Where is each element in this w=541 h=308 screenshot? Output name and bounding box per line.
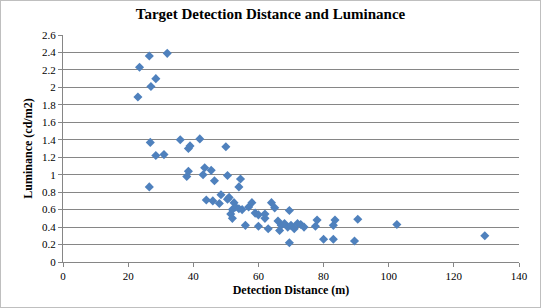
svg-text:Target Detection Distance and: Target Detection Distance and Luminance bbox=[136, 6, 406, 22]
svg-text:Luminance (cd/m2): Luminance (cd/m2) bbox=[21, 98, 35, 198]
svg-text:100: 100 bbox=[380, 270, 397, 282]
svg-text:140: 140 bbox=[511, 270, 528, 282]
svg-text:80: 80 bbox=[318, 270, 330, 282]
svg-text:0: 0 bbox=[60, 270, 66, 282]
svg-text:1: 1 bbox=[50, 169, 56, 181]
svg-text:1.2: 1.2 bbox=[42, 151, 56, 163]
svg-text:20: 20 bbox=[123, 270, 135, 282]
svg-text:0.8: 0.8 bbox=[42, 186, 56, 198]
svg-text:0: 0 bbox=[50, 256, 56, 268]
svg-text:Detection Distance (m): Detection Distance (m) bbox=[233, 283, 350, 297]
svg-text:1.8: 1.8 bbox=[42, 99, 56, 111]
svg-text:0.2: 0.2 bbox=[42, 238, 56, 250]
svg-text:0.6: 0.6 bbox=[42, 203, 56, 215]
svg-text:1.4: 1.4 bbox=[42, 134, 56, 146]
svg-text:1.6: 1.6 bbox=[42, 116, 56, 128]
svg-text:2.2: 2.2 bbox=[42, 64, 56, 76]
svg-text:120: 120 bbox=[446, 270, 463, 282]
svg-text:2: 2 bbox=[50, 81, 56, 93]
svg-text:2.4: 2.4 bbox=[42, 46, 56, 58]
svg-text:60: 60 bbox=[253, 270, 265, 282]
svg-text:0.4: 0.4 bbox=[42, 221, 56, 233]
svg-text:2.6: 2.6 bbox=[42, 29, 56, 41]
svg-text:40: 40 bbox=[188, 270, 200, 282]
